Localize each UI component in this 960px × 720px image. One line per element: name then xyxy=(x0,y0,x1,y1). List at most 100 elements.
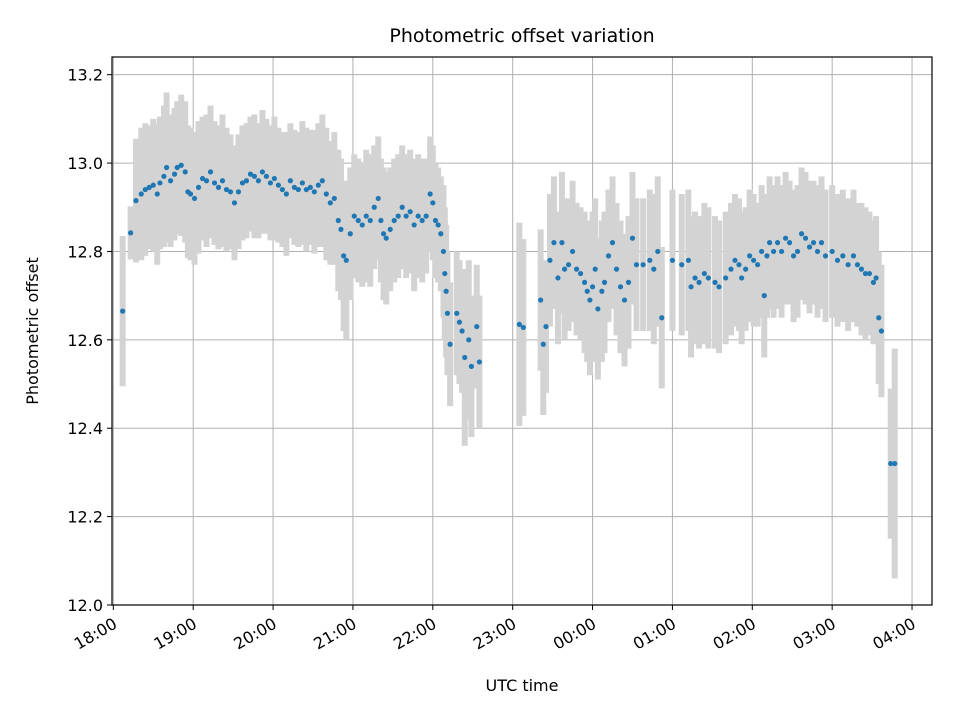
data-point xyxy=(283,191,289,197)
data-point xyxy=(655,248,661,255)
data-point xyxy=(133,198,139,204)
error-bars xyxy=(119,92,898,579)
data-point xyxy=(892,460,898,467)
data-point xyxy=(581,279,588,285)
data-point xyxy=(207,169,214,175)
data-point xyxy=(559,240,565,246)
data-point xyxy=(239,180,246,186)
data-point xyxy=(235,189,242,195)
data-point xyxy=(295,186,301,193)
x-tick-label: 04:00 xyxy=(869,614,918,654)
data-point xyxy=(323,191,329,197)
data-point xyxy=(878,328,885,334)
data-point xyxy=(640,262,646,268)
data-point xyxy=(806,244,813,250)
data-point xyxy=(419,217,425,224)
data-point xyxy=(858,266,865,272)
data-point xyxy=(263,173,270,179)
x-tick-label: 23:00 xyxy=(470,614,519,654)
data-point xyxy=(782,235,789,241)
y-tick-label: 13.0 xyxy=(67,154,103,173)
data-point xyxy=(613,266,620,272)
data-point xyxy=(862,270,869,277)
data-point xyxy=(443,288,449,294)
y-axis-label: Photometric offset xyxy=(23,257,42,405)
y-tick-label: 12.4 xyxy=(67,419,103,438)
data-point xyxy=(625,279,632,285)
data-point xyxy=(685,257,691,263)
data-point xyxy=(605,253,612,259)
data-point xyxy=(223,186,230,193)
data-point xyxy=(747,253,753,259)
data-point xyxy=(770,248,777,255)
data-point xyxy=(466,337,472,343)
data-point xyxy=(462,354,468,361)
data-point xyxy=(679,262,685,268)
data-point xyxy=(341,253,347,259)
data-point xyxy=(459,328,465,334)
x-tick-label: 01:00 xyxy=(630,614,679,654)
data-point xyxy=(810,240,817,246)
data-point xyxy=(688,284,694,290)
data-point xyxy=(271,175,278,182)
data-point xyxy=(182,169,188,175)
data-point xyxy=(790,253,797,259)
data-point xyxy=(834,257,841,263)
data-point xyxy=(589,284,596,290)
data-point xyxy=(380,231,387,237)
data-point xyxy=(203,178,210,184)
data-point xyxy=(870,279,877,285)
data-point xyxy=(291,184,297,190)
data-point xyxy=(191,195,198,202)
data-point xyxy=(728,266,734,272)
data-point xyxy=(764,253,770,259)
data-point xyxy=(822,253,829,259)
data-point xyxy=(444,310,451,316)
x-tick-label: 21:00 xyxy=(310,614,359,654)
data-point xyxy=(592,266,598,272)
data-point xyxy=(138,191,144,197)
data-point xyxy=(303,186,309,193)
y-axis: 12.0 12.2 12.4 12.6 12.8 13.0 13.2 xyxy=(67,66,112,615)
data-point xyxy=(367,217,373,224)
data-point xyxy=(215,184,222,190)
data-point xyxy=(555,275,561,281)
data-point xyxy=(267,180,274,186)
data-point xyxy=(761,293,767,299)
data-point xyxy=(701,270,707,277)
data-point xyxy=(399,204,405,210)
data-point xyxy=(142,186,148,193)
data-point xyxy=(755,262,761,268)
data-point xyxy=(359,222,365,228)
data-point xyxy=(275,182,281,188)
y-tick-label: 13.2 xyxy=(67,66,103,85)
data-point xyxy=(778,248,785,255)
x-tick-label: 02:00 xyxy=(710,614,759,654)
data-point xyxy=(736,262,742,268)
data-point xyxy=(798,231,805,237)
data-point xyxy=(178,162,184,168)
data-point xyxy=(599,288,605,294)
data-point xyxy=(279,186,285,193)
data-point xyxy=(743,266,749,272)
data-point xyxy=(211,180,218,186)
data-point xyxy=(435,222,441,228)
data-point xyxy=(818,240,825,246)
data-point xyxy=(723,275,729,281)
data-point xyxy=(395,213,401,219)
x-tick-label: 00:00 xyxy=(550,614,599,654)
data-point xyxy=(476,359,483,365)
data-point xyxy=(617,284,624,290)
data-point xyxy=(447,341,453,347)
data-point xyxy=(343,257,349,263)
data-point xyxy=(716,284,722,290)
data-point xyxy=(355,217,361,224)
data-point xyxy=(335,217,341,224)
data-point xyxy=(120,308,126,314)
data-point xyxy=(794,248,801,255)
data-point xyxy=(411,222,417,228)
data-point xyxy=(551,240,557,246)
data-point xyxy=(287,178,293,184)
data-point xyxy=(543,323,549,330)
data-point xyxy=(247,171,254,177)
